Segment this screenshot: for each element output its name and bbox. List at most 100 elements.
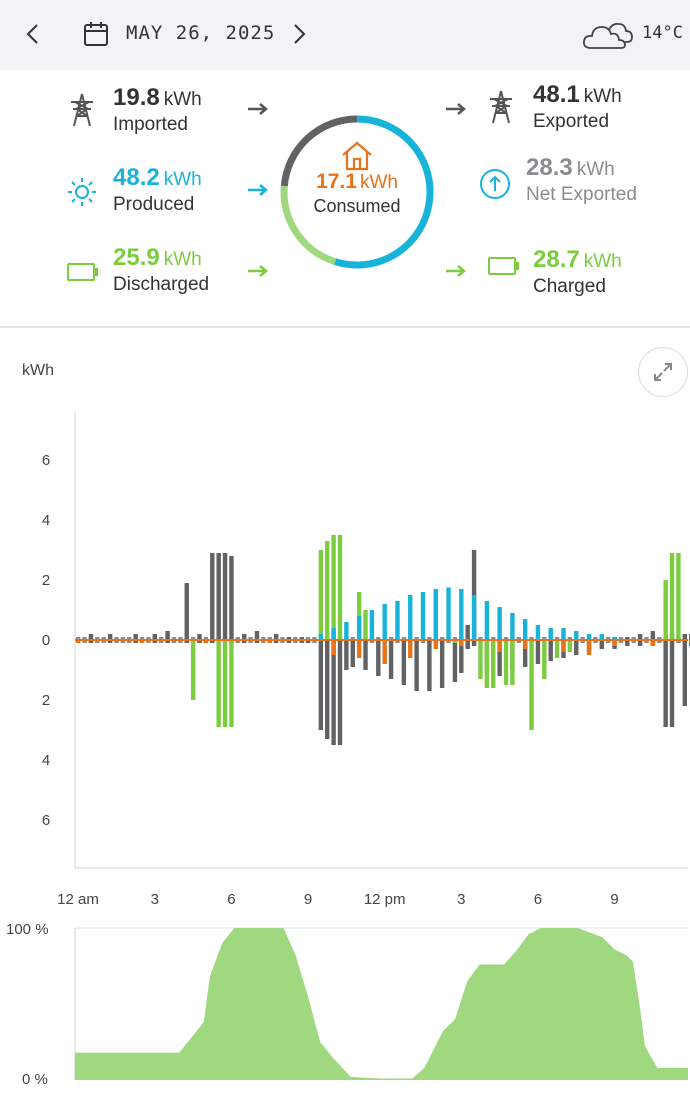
grid-bar [107, 640, 113, 643]
calendar-icon[interactable] [82, 20, 110, 48]
battery-bar [663, 580, 668, 640]
solar-bar [420, 592, 426, 640]
charged-label: Charged [533, 276, 606, 297]
solar-bar [561, 628, 566, 640]
grid-bar [599, 640, 604, 649]
grid-bar [165, 640, 170, 643]
grid-bar [152, 634, 158, 640]
grid-bar [133, 640, 138, 643]
grid-bar [350, 640, 355, 667]
energy-flow-bar-chart: 6 4 2 0 2 4 6 12 am 3 6 9 12 pm 3 6 9 [42, 412, 690, 908]
grid-bar [625, 637, 630, 640]
grid-bar [471, 640, 477, 646]
grid-bar [497, 640, 502, 676]
battery-bar [503, 640, 509, 685]
battery-icon [488, 257, 519, 275]
solar-bar [612, 637, 617, 640]
previous-day-button[interactable] [16, 17, 50, 51]
x-tick-label: 9 [610, 891, 618, 908]
grid-bar [663, 640, 668, 727]
imported-unit: kWh [163, 89, 202, 110]
next-day-button[interactable] [282, 17, 316, 51]
top-bar: MAY 26, 2025 14°C [0, 0, 690, 70]
solar-bar [382, 604, 387, 640]
date-label[interactable]: MAY 26, 2025 [126, 22, 276, 44]
grid-bar [376, 640, 381, 676]
grid-bar [299, 640, 304, 643]
consumption-bar [382, 640, 387, 664]
charged-metric: 28.7 kWh Charged [533, 246, 622, 298]
grid-bar [165, 631, 170, 640]
grid-bar [107, 634, 113, 640]
consumption-bar [522, 640, 528, 649]
battery-bar [669, 553, 675, 640]
y-tick-label: 6 [42, 812, 50, 829]
grid-bar [88, 640, 94, 643]
charged-unit: kWh [583, 251, 622, 272]
battery-bar [554, 640, 560, 658]
grid-bar [650, 631, 656, 640]
energy-summary: 19.8 kWh Imported 48.2 kWh Produced 25.9 kW… [0, 70, 690, 328]
arrow-right-icon [446, 103, 466, 115]
power-tower-icon [490, 90, 512, 124]
x-tick-label: 9 [304, 891, 312, 908]
soc-y-tick-label: 0 % [22, 1071, 48, 1088]
x-tick-label: 3 [457, 891, 465, 908]
solar-bar [548, 628, 553, 640]
grid-bar [184, 640, 189, 643]
x-tick-label: 6 [534, 891, 542, 908]
grid-bar [637, 634, 643, 640]
discharged-unit: kWh [163, 249, 202, 270]
solar-bar [586, 634, 592, 640]
battery-bar [676, 553, 681, 640]
grid-bar [427, 640, 432, 691]
soc-area [75, 928, 688, 1080]
consumption-bar [331, 640, 336, 655]
solar-bar [599, 634, 604, 640]
expand-icon [654, 363, 672, 381]
grid-bar [548, 640, 553, 661]
grid-bar [439, 640, 445, 688]
grid-ring-segment [280, 115, 358, 187]
grid-bar [682, 634, 687, 640]
battery-bar [325, 541, 330, 640]
battery-bar [567, 640, 573, 652]
net-exported-metric: 28.3 kWh Net Exported [526, 154, 637, 206]
temperature-label: 14°C [642, 23, 683, 43]
produced-label: Produced [113, 194, 195, 215]
solar-bar [574, 631, 579, 640]
grid-bar [452, 640, 458, 682]
chevron-right-icon [294, 24, 306, 44]
y-tick-label: 4 [42, 752, 50, 769]
solar-bar [471, 595, 477, 640]
consumption-bar [459, 640, 464, 646]
solar-ring-segment [333, 115, 434, 269]
exported-label: Exported [533, 111, 610, 132]
solar-bar [344, 622, 349, 640]
exported-unit: kWh [583, 86, 622, 107]
grid-bar [388, 640, 394, 679]
chevron-left-icon [26, 24, 38, 44]
solar-bar [369, 610, 375, 640]
battery-bar [452, 640, 458, 643]
y-tick-label: 4 [42, 512, 50, 529]
grid-bar [682, 640, 687, 706]
discharged-metric: 25.9 kWh Discharged [113, 244, 209, 296]
battery-bar [216, 640, 221, 727]
solar-bar [446, 587, 451, 640]
grid-bar [522, 640, 528, 667]
battery-icon [67, 263, 98, 281]
battery-soc-area-chart: 100 % 0 % [6, 921, 688, 1088]
solar-bar [318, 634, 324, 640]
solar-bar [356, 616, 362, 640]
produced-metric: 48.2 kWh Produced [113, 164, 202, 216]
y-tick-label: 2 [42, 572, 50, 589]
battery-bar [318, 550, 324, 640]
consumption-bar [408, 640, 413, 658]
solar-bar [522, 619, 528, 640]
imported-value: 19.8 [113, 84, 160, 111]
net-exported-label: Net Exported [526, 184, 637, 205]
expand-chart-button[interactable] [638, 347, 688, 397]
grid-bar [229, 556, 234, 640]
y-tick-label: 2 [42, 692, 50, 709]
